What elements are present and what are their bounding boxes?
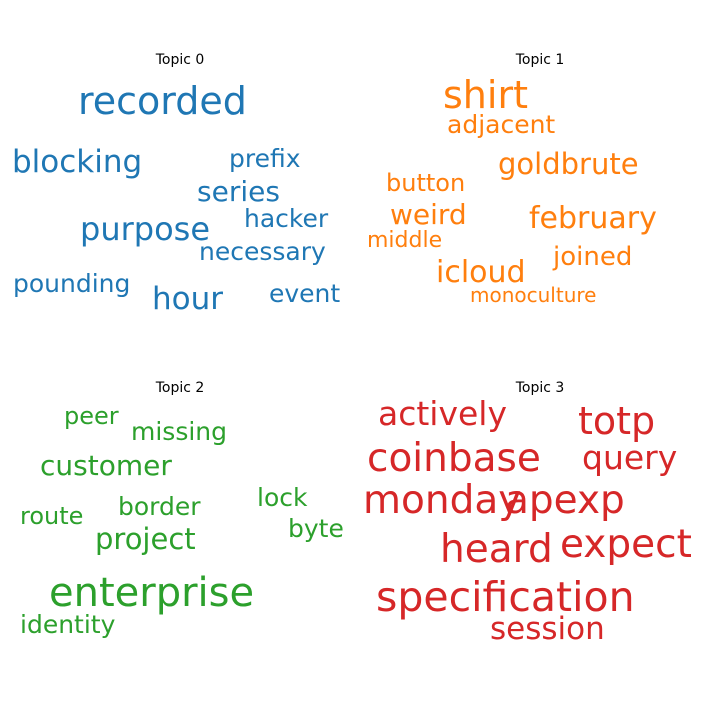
word-recorded: recorded	[78, 79, 247, 123]
word-series: series	[197, 175, 280, 208]
word-lock: lock	[257, 483, 308, 512]
word-peer: peer	[64, 402, 119, 430]
word-expect: expect	[560, 522, 692, 567]
word-necessary: necessary	[199, 237, 326, 266]
topic-3-title: Topic 3	[515, 380, 565, 396]
word-enterprise: enterprise	[49, 570, 255, 616]
topic-2-title: Topic 2	[155, 380, 205, 396]
word-february: february	[529, 201, 657, 236]
word-session: session	[490, 611, 605, 647]
word-weird: weird	[390, 198, 467, 231]
word-prefix: prefix	[229, 144, 301, 173]
word-query: query	[582, 438, 678, 477]
word-button: button	[386, 169, 466, 197]
word-project: project	[95, 522, 196, 556]
word-hacker: hacker	[244, 204, 329, 233]
word-goldbrute: goldbrute	[498, 147, 639, 181]
word-adjacent: adjacent	[447, 110, 556, 139]
word-joined: joined	[553, 242, 633, 272]
topic-0-title: Topic 0	[155, 52, 205, 68]
word-missing: missing	[131, 417, 228, 446]
topic-3-panel: Topic 3 actively totp coinbase query mon…	[360, 328, 720, 688]
word-pounding: pounding	[13, 269, 131, 298]
word-monoculture: monoculture	[470, 283, 597, 307]
topic-0-panel: Topic 0 recorded blocking prefix series …	[0, 0, 360, 360]
word-totp: totp	[578, 399, 656, 443]
word-byte: byte	[288, 514, 344, 543]
word-middle: middle	[367, 228, 443, 253]
word-icloud: icloud	[436, 255, 526, 290]
topic-2-panel: Topic 2 peer missing customer lock route…	[0, 328, 360, 688]
word-actively: actively	[378, 394, 508, 433]
word-shirt: shirt	[443, 73, 528, 117]
word-hour: hour	[152, 281, 224, 317]
word-coinbase: coinbase	[367, 436, 541, 481]
word-blocking: blocking	[12, 144, 143, 180]
word-customer: customer	[40, 449, 172, 482]
word-monday: monday	[363, 478, 522, 523]
word-route: route	[20, 502, 84, 530]
word-border: border	[118, 492, 201, 521]
word-apexp: apexp	[505, 478, 625, 523]
word-identity: identity	[20, 610, 116, 639]
word-specification: specification	[376, 573, 635, 621]
word-event: event	[269, 279, 341, 308]
topic-1-title: Topic 1	[515, 52, 565, 68]
word-heard: heard	[440, 527, 553, 572]
word-purpose: purpose	[80, 210, 210, 248]
topic-1-panel: Topic 1 shirt adjacent goldbrute button …	[360, 0, 720, 360]
